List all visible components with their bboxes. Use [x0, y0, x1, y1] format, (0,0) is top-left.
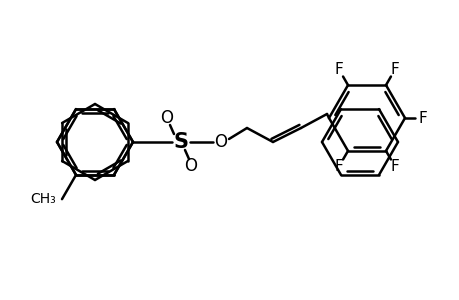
Text: F: F [390, 159, 398, 174]
Text: F: F [390, 62, 398, 77]
Text: F: F [334, 62, 342, 77]
Text: O: O [160, 109, 173, 127]
Text: F: F [334, 159, 342, 174]
Text: O: O [184, 157, 197, 175]
Text: O: O [214, 133, 227, 151]
Text: F: F [418, 110, 426, 125]
Text: S: S [173, 132, 188, 152]
Text: CH₃: CH₃ [30, 192, 56, 206]
